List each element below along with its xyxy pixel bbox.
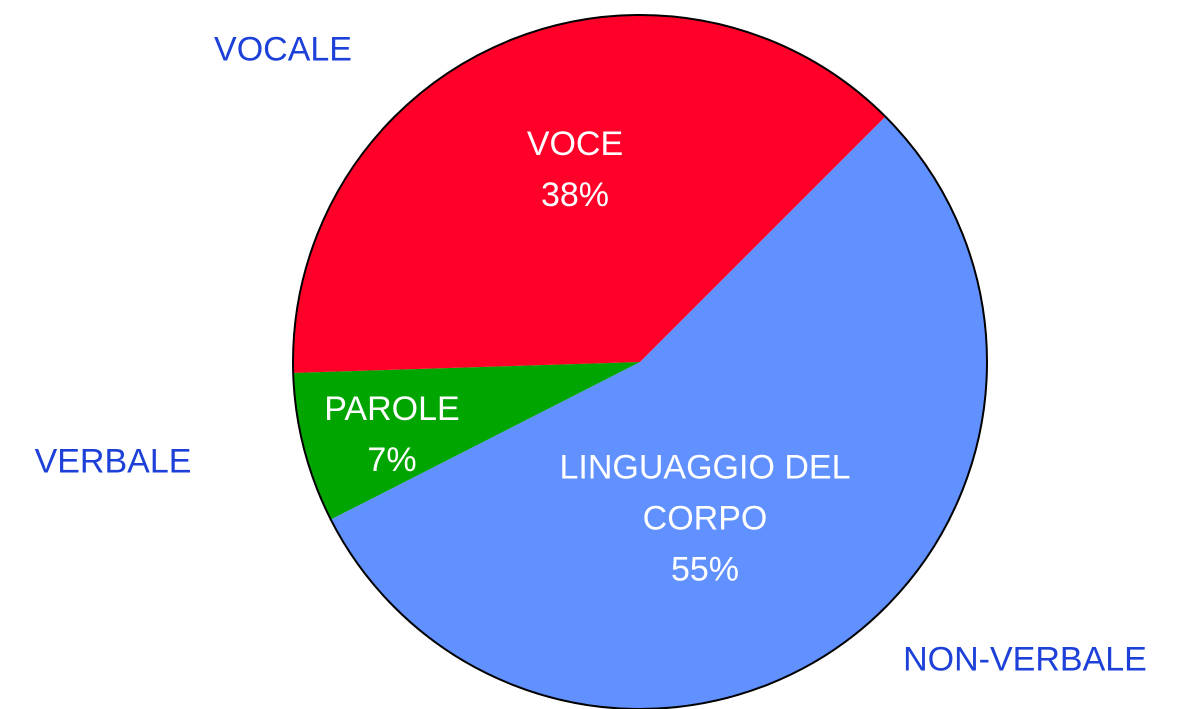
slice-label: LINGUAGGIO DEL CORPO 55% xyxy=(555,443,855,596)
slice-name: VOCE xyxy=(526,125,624,163)
slice-label: VOCE 38% xyxy=(425,119,725,221)
slice-name: LINGUAGGIO DEL CORPO xyxy=(559,448,851,538)
annotation: NON-VERBALE xyxy=(903,640,1147,679)
slice-value: 55% xyxy=(670,550,740,589)
slice-value: 7% xyxy=(367,441,417,479)
pie-outline xyxy=(292,14,988,709)
slice-name: PAROLE xyxy=(324,390,460,428)
pie-slice xyxy=(293,15,886,373)
slice-value: 38% xyxy=(540,176,610,214)
annotation: VERBALE xyxy=(34,442,192,481)
pie-slice xyxy=(330,116,987,709)
slice-label: PAROLE 7% xyxy=(242,384,542,486)
pie-slice xyxy=(293,362,640,520)
annotation: VOCALE xyxy=(214,30,352,69)
